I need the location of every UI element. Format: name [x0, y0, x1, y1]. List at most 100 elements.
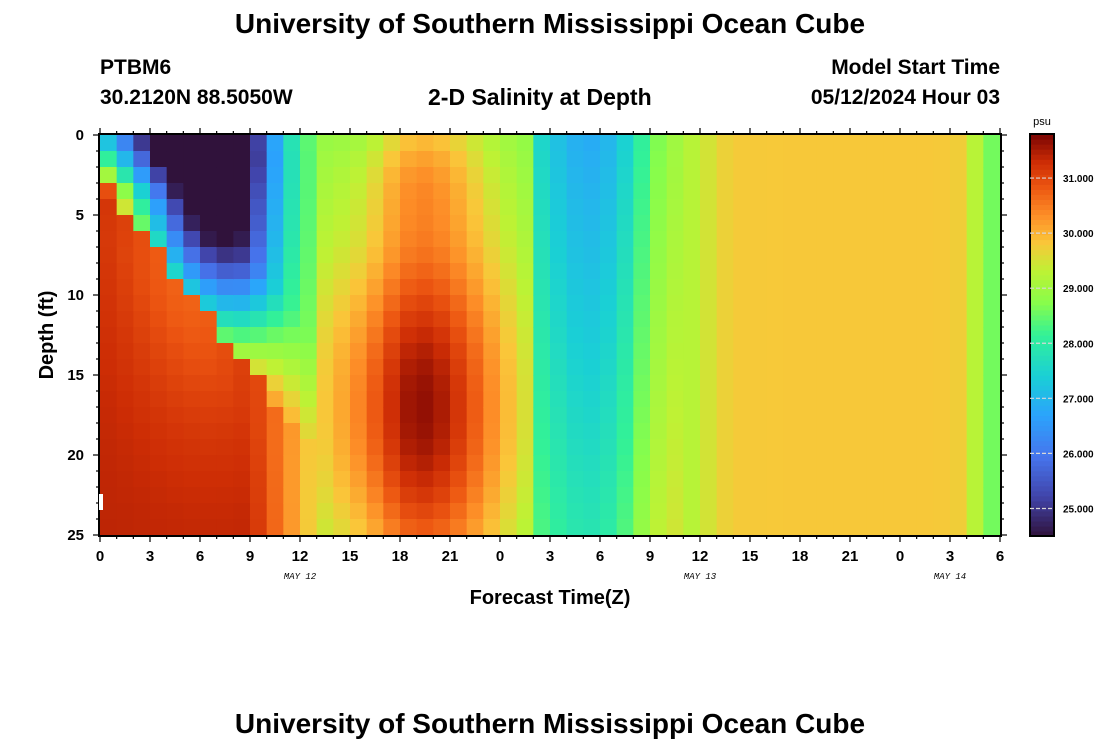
heatmap-cell — [350, 167, 368, 184]
heatmap-cell — [166, 215, 184, 232]
heatmap-cell — [533, 279, 551, 296]
heatmap-cell — [416, 135, 434, 152]
heatmap-cell — [883, 295, 901, 312]
heatmap-cell — [383, 519, 401, 536]
heatmap-cell — [250, 327, 268, 344]
heatmap-cell — [800, 247, 818, 264]
heatmap-cell — [566, 151, 584, 168]
heatmap-cell — [150, 279, 168, 296]
heatmap-cell — [183, 343, 201, 360]
heatmap-cell — [650, 135, 668, 152]
heatmap-cell — [566, 519, 584, 536]
heatmap-cell — [383, 503, 401, 520]
heatmap-cell — [550, 247, 568, 264]
heatmap-cell — [250, 311, 268, 328]
heatmap-cell — [816, 183, 834, 200]
heatmap-cell — [233, 391, 251, 408]
heatmap-cell — [766, 183, 784, 200]
heatmap-cell — [350, 295, 368, 312]
heatmap-cell — [700, 375, 718, 392]
heatmap-cell — [150, 423, 168, 440]
heatmap-cell — [566, 439, 584, 456]
heatmap-cell — [583, 279, 601, 296]
heatmap-cell — [583, 167, 601, 184]
heatmap-cell — [550, 407, 568, 424]
heatmap-cell — [450, 407, 468, 424]
heatmap-cell — [500, 151, 518, 168]
heatmap-cell — [866, 151, 884, 168]
heatmap-cell — [216, 167, 234, 184]
heatmap-cell — [883, 487, 901, 504]
heatmap-cell — [283, 167, 301, 184]
heatmap-cell — [350, 247, 368, 264]
heatmap-cell — [700, 167, 718, 184]
heatmap-cell — [533, 327, 551, 344]
heatmap-cell — [500, 343, 518, 360]
heatmap-cell — [750, 375, 768, 392]
heatmap-cell — [933, 247, 951, 264]
heatmap-cell — [516, 151, 534, 168]
footer-title: University of Southern Mississippi Ocean… — [234, 708, 866, 739]
heatmap-cell — [633, 279, 651, 296]
heatmap-cell — [383, 407, 401, 424]
heatmap-cell — [650, 231, 668, 248]
heatmap-cell — [316, 295, 334, 312]
heatmap-cell — [833, 375, 851, 392]
colorbar-unit: psu — [1033, 116, 1051, 128]
heatmap-cell — [233, 503, 251, 520]
heatmap-cell — [916, 167, 934, 184]
heatmap-cell — [166, 375, 184, 392]
heatmap-cell — [833, 359, 851, 376]
heatmap-cell — [833, 407, 851, 424]
heatmap-cell — [633, 215, 651, 232]
heatmap-cell — [416, 487, 434, 504]
heatmap-cell — [133, 215, 151, 232]
colorbar-swatch — [1030, 294, 1054, 301]
heatmap-cell — [516, 519, 534, 536]
heatmap-cell — [933, 295, 951, 312]
colorbar-swatch — [1030, 495, 1054, 502]
heatmap-cell — [116, 327, 134, 344]
heatmap-cell — [200, 199, 218, 216]
heatmap-cell — [900, 359, 918, 376]
heatmap-cell — [616, 215, 634, 232]
heatmap-cell — [566, 279, 584, 296]
heatmap-cell — [200, 247, 218, 264]
heatmap-cell — [800, 519, 818, 536]
heatmap-cell — [683, 215, 701, 232]
heatmap-cell — [933, 183, 951, 200]
heatmap-cell — [666, 151, 684, 168]
heatmap-cell — [433, 487, 451, 504]
heatmap-cell — [800, 343, 818, 360]
heatmap-cell — [133, 503, 151, 520]
colorbar-swatch — [1030, 149, 1054, 155]
heatmap-cell — [833, 439, 851, 456]
heatmap-cell — [416, 199, 434, 216]
heatmap-cell — [916, 439, 934, 456]
heatmap-cell — [883, 151, 901, 168]
heatmap-cell — [333, 487, 351, 504]
heatmap-cell — [683, 231, 701, 248]
heatmap-cell — [366, 343, 384, 360]
heatmap-cell — [933, 391, 951, 408]
heatmap-cell — [816, 455, 834, 472]
heatmap-cell — [600, 375, 618, 392]
heatmap-cell — [916, 327, 934, 344]
heatmap-cell — [383, 151, 401, 168]
heatmap-cell — [833, 167, 851, 184]
heatmap-cell — [616, 423, 634, 440]
heatmap-cell — [750, 199, 768, 216]
heatmap-cell — [766, 423, 784, 440]
heatmap-cell — [333, 439, 351, 456]
heatmap-cell — [583, 503, 601, 520]
heatmap-cell — [116, 407, 134, 424]
heatmap-cell — [116, 231, 134, 248]
heatmap-cell — [516, 231, 534, 248]
heatmap-cell — [716, 519, 734, 536]
heatmap-cell — [116, 359, 134, 376]
heatmap-cell — [500, 263, 518, 280]
heatmap-cell — [816, 215, 834, 232]
heatmap-cell — [100, 391, 118, 408]
heatmap-cell — [266, 343, 284, 360]
heatmap-cell — [650, 343, 668, 360]
